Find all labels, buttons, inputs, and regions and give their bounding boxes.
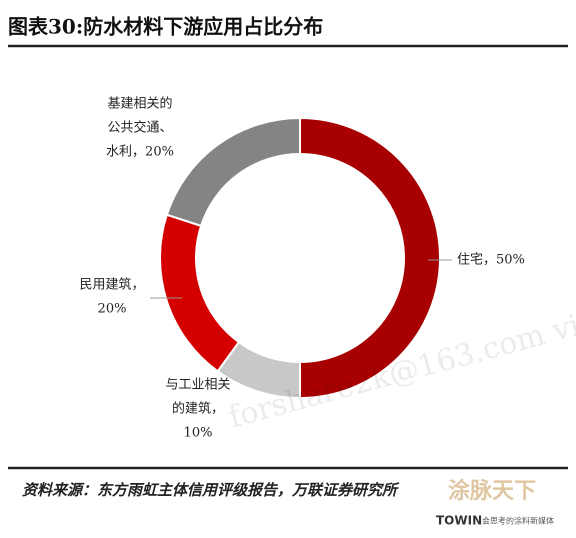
donut-slice: [165, 116, 301, 228]
data-label: 水利，20%: [106, 145, 174, 160]
data-label: 与工业相关: [165, 378, 230, 393]
data-label: 基建相关的: [107, 96, 172, 112]
logo-name: TOWIN: [436, 514, 482, 528]
chart-title: 图表30:防水材料下游应用占比分布: [8, 15, 323, 39]
source: 资料来源：东方雨虹主体信用评级报告，万联证券研究所: [22, 481, 400, 499]
data-label: 10%: [184, 426, 213, 441]
logo-brand: 涂脉天下: [448, 478, 536, 504]
data-label: 公共交通、: [107, 120, 172, 136]
logo-slogan: 会思考的涂料新媒体: [482, 516, 554, 526]
donut-slice: [299, 116, 441, 400]
data-label: 20%: [98, 302, 127, 317]
donut-slice: [159, 213, 241, 373]
data-label: 民用建筑，: [79, 277, 144, 293]
data-label: 住宅，50%: [457, 253, 525, 268]
data-label: 的建筑，: [172, 401, 224, 417]
